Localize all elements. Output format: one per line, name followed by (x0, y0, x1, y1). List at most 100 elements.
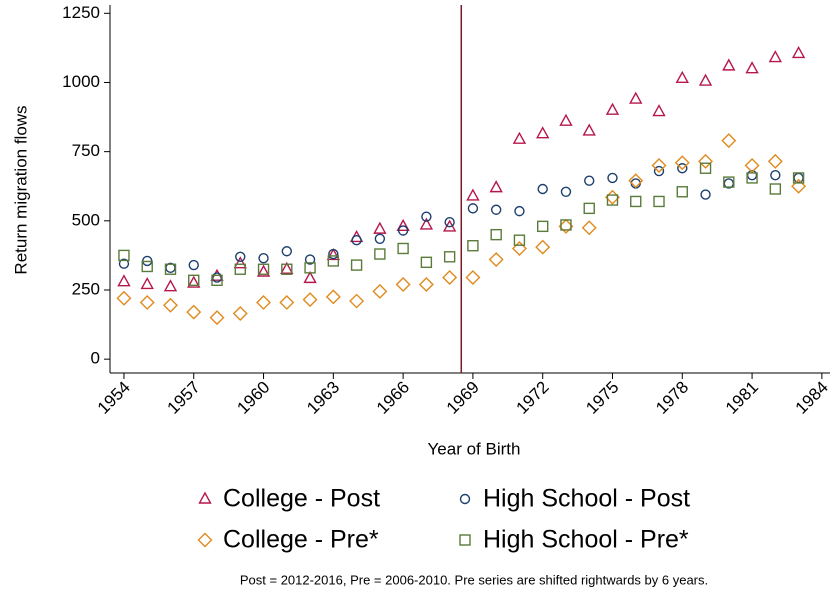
point (349, 293, 365, 309)
point (235, 251, 246, 262)
point (699, 162, 712, 174)
point (118, 258, 130, 269)
point (674, 155, 690, 171)
point (351, 234, 362, 246)
point (767, 153, 783, 169)
y-tick-label: 1000 (62, 72, 100, 91)
y-axis-label: Return migration flows (11, 105, 30, 274)
point (118, 249, 130, 262)
legend-symbol (459, 534, 471, 546)
point (582, 123, 596, 136)
point (350, 259, 363, 271)
point (279, 294, 295, 310)
point (188, 259, 199, 271)
point (163, 279, 178, 292)
point (768, 50, 783, 63)
point (651, 157, 667, 173)
point (746, 172, 758, 184)
x-tick-label: 1984 (792, 378, 831, 418)
point (304, 254, 316, 265)
point (581, 220, 597, 236)
point (466, 188, 480, 201)
point (490, 228, 502, 241)
point (559, 113, 573, 126)
point (560, 186, 572, 197)
point (444, 217, 455, 228)
point (489, 180, 503, 193)
point (304, 262, 316, 274)
point (326, 247, 341, 261)
point (793, 172, 804, 184)
y-tick-label: 750 (72, 141, 100, 160)
point (745, 61, 759, 74)
x-tick-label: 1954 (94, 378, 134, 418)
y-tick-label: 250 (72, 279, 100, 298)
x-tick-label: 1975 (582, 378, 622, 418)
point (328, 248, 339, 260)
legend-symbol (459, 493, 471, 505)
x-tick-label: 1978 (652, 378, 692, 418)
point (188, 274, 200, 287)
legend-label: High School - Pre* (483, 526, 689, 554)
point (140, 277, 154, 290)
legend-symbol (198, 491, 212, 504)
point (211, 274, 223, 287)
point (116, 290, 132, 306)
point (792, 172, 805, 184)
legend-label: College - Post (223, 485, 380, 513)
point (303, 270, 317, 284)
point (280, 261, 294, 274)
x-tick-label: 1972 (513, 378, 553, 418)
point (325, 289, 341, 305)
x-axis-label: Year of Birth (428, 439, 521, 458)
point (628, 173, 644, 189)
point (418, 276, 434, 292)
point (770, 169, 781, 181)
point (698, 73, 713, 86)
point (607, 172, 618, 184)
x-tick-label: 1963 (303, 378, 343, 418)
point (256, 264, 271, 277)
point (257, 263, 270, 275)
point (675, 70, 689, 84)
point (397, 242, 409, 255)
y-tick-label: 1250 (62, 3, 100, 22)
point (537, 183, 548, 195)
point (395, 276, 411, 292)
point (281, 263, 293, 275)
point (209, 310, 225, 326)
point (490, 204, 502, 215)
point (232, 306, 248, 322)
legend-label: College - Pre* (223, 526, 379, 554)
note: Post = 2012-2016, Pre = 2006-2010. Pre s… (240, 572, 708, 587)
point (721, 133, 737, 149)
x-tick-label: 1969 (443, 378, 483, 418)
point (419, 217, 434, 230)
point (606, 194, 619, 206)
point (791, 45, 806, 59)
point (467, 203, 479, 214)
point (769, 183, 782, 195)
point (465, 270, 481, 286)
point (512, 131, 527, 144)
point (698, 153, 714, 169)
point (374, 233, 386, 245)
point (117, 274, 131, 287)
point (327, 255, 340, 267)
point (443, 251, 456, 263)
point (281, 246, 293, 257)
point (256, 294, 272, 310)
point (442, 270, 458, 286)
point (373, 221, 387, 234)
point (653, 165, 665, 177)
point (676, 186, 688, 198)
point (536, 126, 550, 139)
point (629, 91, 643, 104)
y-tick-label: 0 (91, 349, 100, 368)
point (302, 292, 318, 308)
point (164, 263, 177, 275)
x-tick-label: 1957 (164, 378, 204, 418)
point (722, 58, 736, 71)
point (535, 239, 551, 255)
